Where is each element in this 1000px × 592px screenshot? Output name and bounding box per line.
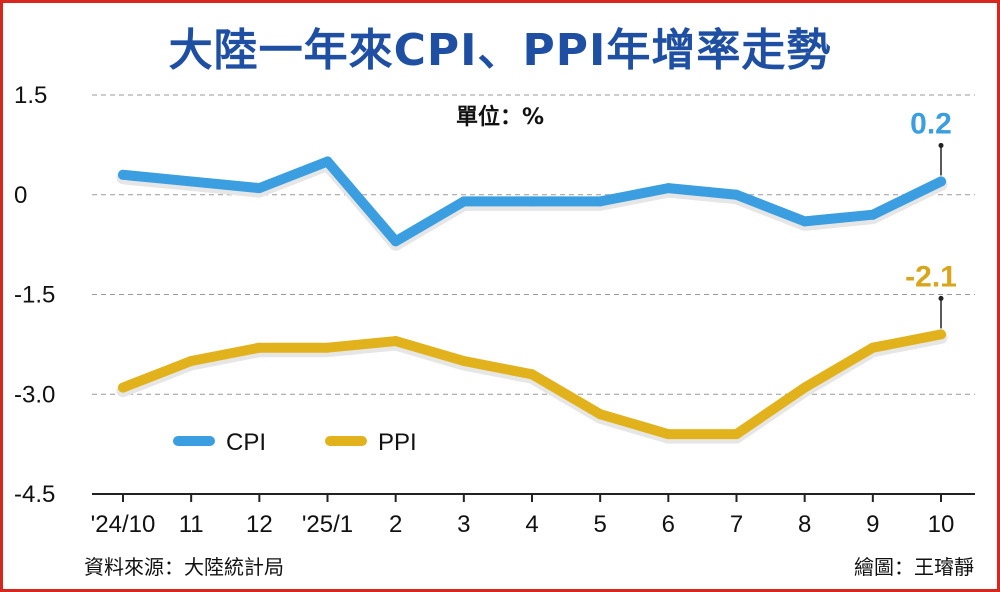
y-tick-label: 0 — [14, 182, 27, 209]
x-tick-label: 10 — [928, 511, 955, 538]
data-point-cpi — [458, 196, 469, 207]
data-point-ppi — [731, 429, 742, 440]
data-point-cpi — [118, 169, 128, 180]
legend: CPI PPI — [173, 429, 417, 456]
end-value-label: -2.1 — [905, 260, 957, 293]
end-value-label: 0.2 — [910, 107, 952, 140]
data-point-ppi — [595, 409, 606, 420]
data-point-ppi — [527, 369, 537, 380]
data-point-ppi — [322, 342, 333, 353]
x-tick-label: 7 — [730, 511, 743, 538]
x-tick-label: 3 — [457, 511, 470, 538]
data-point-ppi — [867, 342, 878, 353]
series-lines — [116, 156, 948, 444]
x-tick-label: 11 — [179, 511, 204, 538]
data-point-ppi — [390, 336, 401, 347]
data-point-cpi — [254, 183, 265, 194]
source-note: 資料來源：大陸統計局 — [84, 555, 284, 579]
end-annotations: 0.2 -2.1 — [905, 107, 957, 329]
credit-note: 繪圖：王璿靜 — [854, 555, 974, 579]
data-point-cpi — [390, 236, 401, 247]
y-tick-label: -4.5 — [14, 481, 55, 508]
legend-label-ppi: PPI — [378, 429, 417, 456]
data-point-cpi — [731, 189, 742, 200]
data-point-cpi — [663, 183, 674, 194]
data-point-cpi — [595, 196, 606, 207]
data-point-cpi — [186, 176, 197, 187]
x-tick-label: 2 — [389, 511, 402, 538]
y-tick-label: -1.5 — [14, 282, 55, 309]
x-tick-label: 5 — [593, 511, 606, 538]
data-point-ppi — [254, 342, 265, 353]
grid-lines — [92, 94, 975, 395]
x-tick-label: '24/10 — [91, 511, 156, 538]
data-point-ppi — [936, 329, 946, 340]
unit-label: 單位：% — [456, 104, 544, 130]
x-axis: '24/10 11 12 '25/1 2 3 4 5 6 7 8 9 10 — [91, 493, 975, 538]
x-tick-label: 6 — [662, 511, 675, 538]
data-point-cpi — [936, 176, 946, 187]
x-tick-label: 8 — [798, 511, 811, 538]
y-tick-label: -3.0 — [14, 381, 55, 408]
data-point-cpi — [799, 216, 810, 227]
x-tick-label: 4 — [525, 511, 538, 538]
end-leader-dot — [938, 142, 944, 148]
y-axis-ticks: 1.5 0 -1.5 -3.0 -4.5 — [14, 82, 55, 508]
x-tick-label: 9 — [866, 511, 879, 538]
data-point-cpi — [322, 156, 333, 167]
data-point-ppi — [799, 382, 810, 393]
data-point-cpi — [867, 209, 878, 220]
data-point-ppi — [663, 429, 674, 440]
data-point-cpi — [527, 196, 537, 207]
data-point-ppi — [458, 356, 469, 366]
x-tick-label: 12 — [246, 511, 273, 538]
chart-title: 大陸一年來CPI、PPI年增率走勢 — [168, 25, 832, 76]
data-point-ppi — [118, 382, 128, 393]
x-tick-label: '25/1 — [302, 511, 353, 538]
data-point-ppi — [186, 356, 197, 366]
legend-label-cpi: CPI — [226, 429, 266, 456]
end-leader-dot — [938, 295, 944, 301]
y-tick-label: 1.5 — [14, 82, 47, 109]
